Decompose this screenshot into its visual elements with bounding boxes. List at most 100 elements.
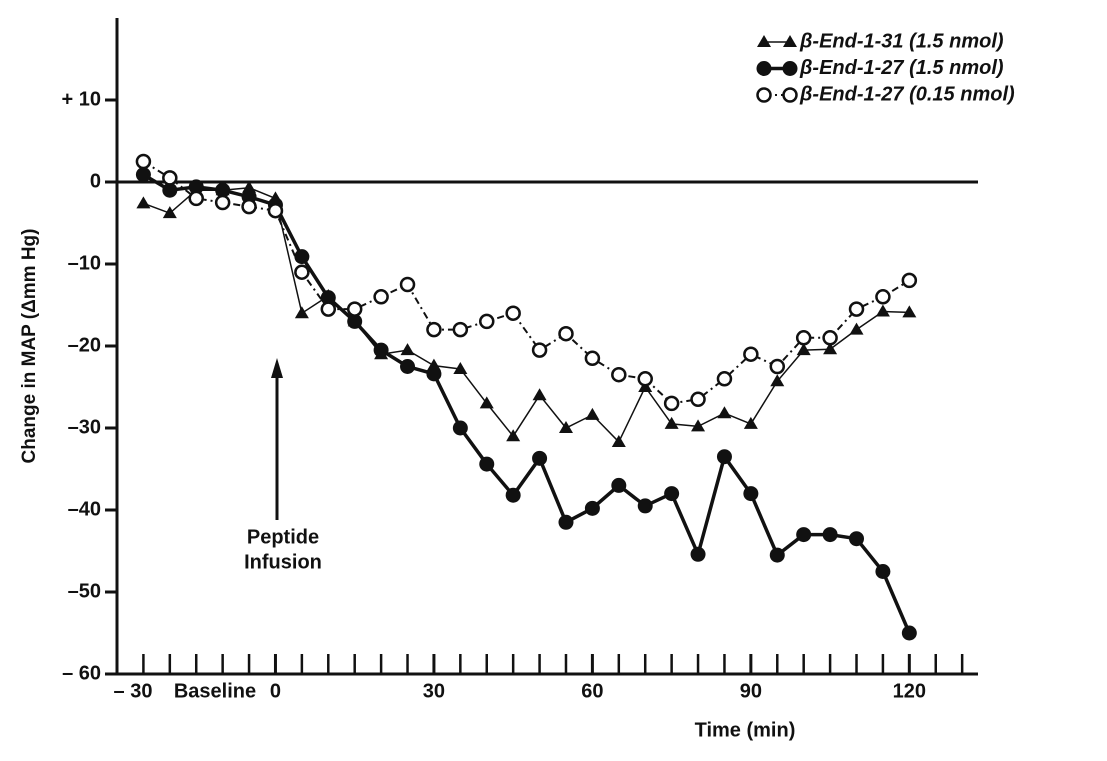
marker bbox=[531, 342, 548, 358]
marker bbox=[453, 361, 468, 374]
series-line bbox=[142, 160, 910, 405]
marker bbox=[822, 330, 838, 346]
marker bbox=[796, 527, 812, 543]
marker bbox=[717, 406, 732, 419]
marker bbox=[135, 153, 152, 170]
marker bbox=[135, 167, 151, 183]
marker bbox=[756, 87, 772, 103]
marker bbox=[691, 419, 706, 432]
marker bbox=[136, 196, 151, 209]
marker bbox=[479, 313, 495, 330]
x-tick-label: 60 bbox=[581, 680, 603, 702]
marker bbox=[902, 305, 917, 318]
legend-label: β-End-1-31 (1.5 nmol) bbox=[799, 30, 1004, 52]
marker bbox=[532, 388, 547, 401]
marker bbox=[294, 249, 310, 265]
marker bbox=[782, 87, 798, 103]
y-tick-label: –40 bbox=[68, 498, 101, 520]
marker bbox=[716, 449, 732, 465]
marker bbox=[400, 343, 415, 356]
marker bbox=[585, 407, 600, 420]
marker bbox=[373, 289, 389, 305]
marker bbox=[822, 527, 838, 543]
y-axis-label: Change in MAP (Δmm Hg) bbox=[19, 229, 40, 464]
y-tick-label: + 10 bbox=[62, 88, 101, 110]
x-tick-label: 120 bbox=[893, 680, 926, 702]
marker bbox=[663, 395, 680, 412]
marker bbox=[532, 450, 548, 466]
marker bbox=[795, 330, 812, 346]
marker bbox=[558, 421, 573, 433]
x-tick-label: 0 bbox=[270, 680, 281, 702]
marker bbox=[558, 514, 574, 530]
marker bbox=[769, 358, 786, 375]
marker bbox=[637, 371, 653, 387]
marker bbox=[558, 325, 574, 342]
x-tick-label: 30 bbox=[423, 680, 445, 702]
marker bbox=[875, 289, 891, 305]
y-tick-label: –30 bbox=[68, 416, 101, 438]
marker bbox=[757, 35, 771, 47]
marker bbox=[452, 321, 469, 338]
marker bbox=[426, 366, 442, 382]
marker bbox=[743, 346, 759, 362]
series-line bbox=[143, 186, 910, 444]
infusion-arrowhead bbox=[271, 358, 283, 378]
infusion-label: Infusion bbox=[244, 551, 322, 573]
marker bbox=[399, 276, 416, 293]
marker bbox=[505, 305, 521, 321]
marker bbox=[783, 35, 797, 47]
marker bbox=[426, 321, 442, 338]
infusion-label: Peptide bbox=[247, 526, 319, 548]
marker bbox=[479, 396, 494, 409]
marker bbox=[320, 301, 337, 317]
legend-label: β-End-1-27 (1.5 nmol) bbox=[799, 57, 1004, 79]
marker bbox=[782, 61, 798, 76]
marker bbox=[267, 202, 284, 219]
marker bbox=[162, 170, 178, 186]
marker bbox=[770, 374, 785, 387]
marker bbox=[690, 546, 706, 562]
marker bbox=[242, 180, 257, 193]
marker bbox=[901, 272, 918, 289]
marker bbox=[901, 625, 917, 641]
x-axis-label: Time (min) bbox=[695, 719, 796, 741]
marker bbox=[611, 477, 627, 493]
marker bbox=[848, 301, 865, 317]
marker bbox=[162, 206, 177, 219]
legend-label: β-End-1-27 (0.15 nmol) bbox=[799, 83, 1015, 105]
baseline-label: Baseline bbox=[174, 680, 256, 702]
marker bbox=[716, 371, 733, 387]
marker bbox=[664, 486, 680, 502]
marker bbox=[743, 486, 759, 502]
marker bbox=[875, 304, 890, 317]
marker bbox=[690, 391, 706, 408]
marker bbox=[373, 342, 389, 358]
marker bbox=[756, 61, 772, 76]
x-tick-label: 90 bbox=[740, 680, 762, 702]
marker bbox=[346, 301, 363, 317]
marker bbox=[188, 179, 204, 195]
marker bbox=[743, 416, 758, 429]
y-tick-label: 0 bbox=[90, 170, 101, 192]
marker bbox=[294, 306, 309, 319]
marker bbox=[796, 343, 811, 356]
marker bbox=[452, 420, 468, 436]
marker bbox=[849, 322, 864, 335]
marker bbox=[849, 531, 865, 547]
y-tick-label: –20 bbox=[68, 334, 101, 356]
marker bbox=[215, 182, 231, 198]
y-tick-label: – 60 bbox=[62, 662, 101, 684]
marker bbox=[584, 350, 601, 367]
marker bbox=[506, 429, 521, 442]
marker bbox=[320, 290, 336, 306]
y-tick-label: –50 bbox=[68, 580, 101, 602]
marker bbox=[664, 416, 679, 429]
y-tick-label: –10 bbox=[68, 252, 101, 274]
marker bbox=[479, 456, 495, 472]
marker bbox=[769, 547, 785, 563]
marker bbox=[162, 182, 178, 198]
marker bbox=[875, 564, 891, 579]
marker bbox=[347, 313, 363, 329]
